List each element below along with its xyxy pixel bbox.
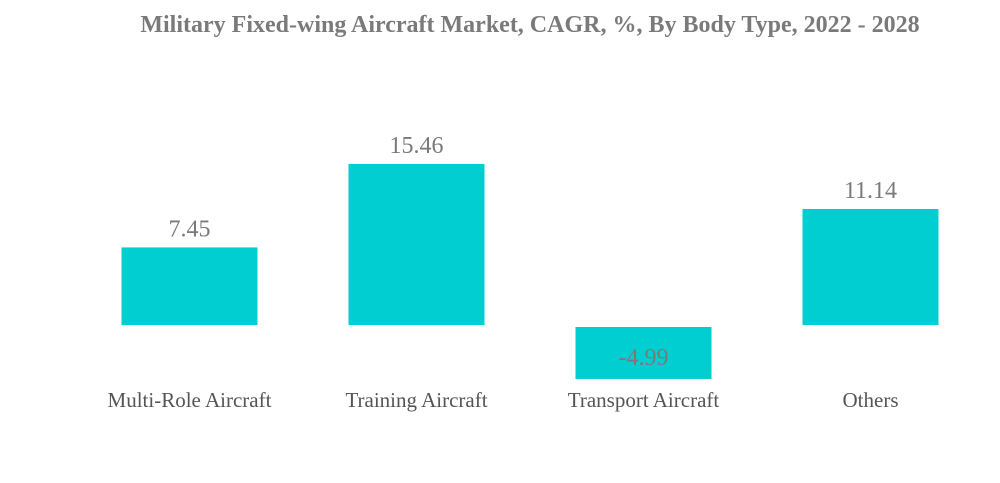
data-label: 15.46 (390, 133, 444, 159)
data-label: 11.14 (844, 178, 897, 204)
category-label: Transport Aircraft (568, 388, 720, 412)
bar-others (802, 208, 939, 325)
data-label: 7.45 (169, 216, 211, 242)
data-label: -4.99 (619, 345, 669, 371)
category-label: Training Aircraft (345, 388, 487, 412)
bar-multi-role-aircraft (121, 247, 258, 325)
category-label: Multi-Role Aircraft (108, 388, 272, 412)
chart-title: Military Fixed-wing Aircraft Market, CAG… (140, 12, 920, 38)
category-label: Others (843, 388, 899, 412)
bar-training-aircraft (348, 164, 485, 325)
bar-transport-aircraft (575, 327, 712, 379)
